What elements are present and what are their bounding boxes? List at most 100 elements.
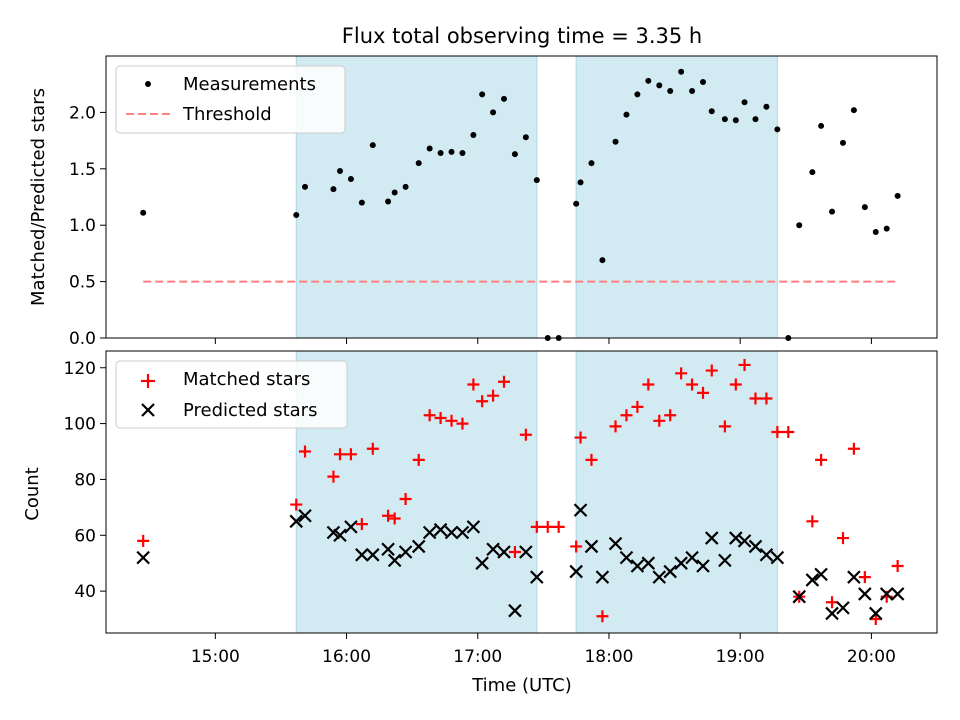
- measurement-point: [752, 116, 759, 123]
- matched-star-point: [738, 358, 751, 371]
- matched-star-point: [836, 532, 849, 545]
- bot-y-tick-label: 80: [74, 470, 96, 490]
- predicted-star-point: [608, 536, 623, 551]
- measurement-point: [634, 91, 641, 98]
- matched-star-point: [771, 425, 784, 438]
- measurement-point: [415, 160, 422, 167]
- matched-star-point: [445, 414, 458, 427]
- predicted-star-point: [355, 548, 369, 562]
- measurement-point: [426, 145, 433, 152]
- matched-star-point: [675, 367, 688, 380]
- measurement-point: [839, 139, 846, 146]
- measurement-point: [479, 91, 486, 98]
- measurement-point: [470, 131, 477, 138]
- bottom-y-axis-label: Count: [22, 467, 43, 520]
- top-x-ticks: [214, 338, 872, 344]
- matched-star-point: [806, 515, 819, 528]
- matched-star-point: [686, 378, 699, 391]
- predicted-star-point: [387, 553, 402, 568]
- matched-star-point: [498, 375, 511, 388]
- bottom-y-ticks: 40 60 80 100 120: [64, 359, 106, 602]
- top-legend-box: [115, 65, 346, 134]
- matched-star-point: [299, 445, 312, 458]
- matched-star-point: [826, 596, 839, 609]
- predicted-star-point: [652, 570, 667, 584]
- bottom-shaded-spans: [295, 350, 778, 634]
- matched-star-point: [399, 492, 412, 505]
- measurement-point: [501, 95, 508, 102]
- top-shaded-span-2: [575, 55, 778, 339]
- x-tick-label: 15:00: [191, 647, 240, 667]
- measurement-point: [391, 189, 398, 196]
- measurement-point: [850, 107, 857, 114]
- matched-star-point: [290, 498, 303, 511]
- measurement-point: [330, 186, 337, 193]
- matched-star-point: [869, 613, 882, 626]
- measurement-point: [448, 148, 455, 155]
- measurement-point: [358, 199, 365, 206]
- measurement-point: [459, 150, 466, 157]
- predicted-star-point: [759, 548, 774, 562]
- predicted-star-point: [573, 503, 588, 517]
- measurement-point: [763, 103, 770, 110]
- predicted-star-point: [737, 534, 752, 548]
- bot-y-tick-label: 100: [64, 415, 96, 435]
- matched-star-point: [782, 425, 795, 438]
- top-y-tick-label: 2.0: [69, 103, 96, 123]
- predicted-star-point: [704, 531, 719, 545]
- measurement-point: [336, 168, 343, 175]
- predicted-star-point: [847, 570, 861, 584]
- matched-star-point: [620, 409, 633, 422]
- predicted-star-point: [289, 514, 304, 529]
- predicted-star-point: [475, 556, 489, 570]
- predicted-star-point: [805, 573, 820, 587]
- measurement-point: [721, 116, 728, 123]
- predicted-star-point: [455, 525, 470, 540]
- matched-star-point: [541, 520, 554, 533]
- bottom-legend: Matched stars Predicted stars: [115, 360, 348, 429]
- top-y-axis-label: Matched/Predicted stars: [28, 88, 49, 306]
- measurement-point: [667, 87, 674, 94]
- predicted-star-point: [663, 564, 677, 579]
- matched-star-point: [642, 378, 655, 391]
- measurement-point: [293, 212, 300, 219]
- measurement-point: [741, 99, 748, 106]
- matched-star-point: [519, 428, 532, 441]
- x-axis-label: Time (UTC): [471, 675, 572, 696]
- predicted-star-point: [381, 542, 395, 557]
- measurements-series: [140, 68, 901, 341]
- measurement-point: [708, 108, 715, 115]
- measurement-point: [689, 87, 696, 94]
- predicted-star-point: [411, 539, 426, 554]
- predicted-star-point: [344, 520, 358, 534]
- measurement-point: [533, 177, 540, 184]
- predicted-star-point: [770, 550, 785, 565]
- predicted-star-point: [519, 545, 533, 559]
- matched-star-point: [718, 420, 731, 433]
- measurement-point: [829, 208, 836, 215]
- measurement-point: [522, 134, 529, 141]
- bot-shaded-span-2: [575, 350, 778, 634]
- predicted-star-point: [569, 564, 583, 579]
- predicted-star-point: [508, 603, 522, 618]
- measurement-point: [573, 200, 580, 207]
- bottom-x-ticks: 15:00 16:00 17:00 18:00 19:00 20:00: [191, 633, 896, 667]
- legend-matched-marker: [141, 374, 155, 388]
- predicted-stars-series: [136, 503, 905, 621]
- measurement-point: [369, 142, 376, 149]
- measurement-point: [645, 77, 652, 84]
- top-y-tick-label: 0.5: [69, 273, 96, 293]
- matched-stars-series: [137, 358, 904, 626]
- measurement-point: [861, 204, 868, 211]
- predicted-star-point: [718, 553, 732, 568]
- predicted-star-point: [814, 567, 828, 582]
- measurement-point: [774, 126, 781, 133]
- predicted-star-point: [136, 550, 150, 565]
- top-shaded-spans: [295, 55, 778, 339]
- bot-y-tick-label: 120: [64, 359, 96, 379]
- measurement-point: [385, 198, 392, 205]
- matched-star-point: [749, 392, 762, 405]
- predicted-star-point: [466, 520, 481, 534]
- bottom-legend-box: [115, 360, 348, 429]
